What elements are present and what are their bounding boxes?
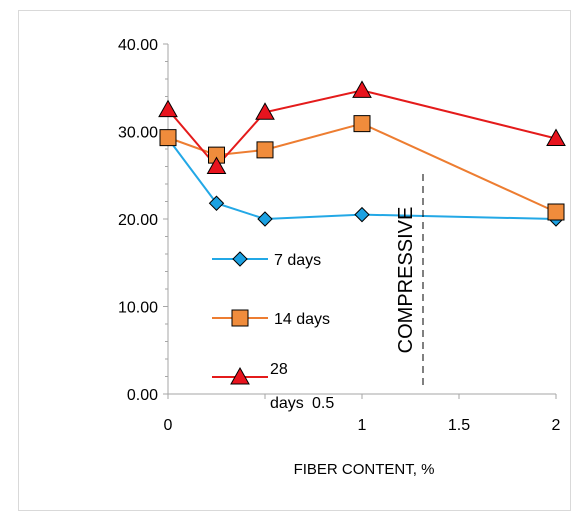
data-point-square bbox=[547, 203, 565, 221]
legend-label: 28 bbox=[270, 361, 288, 378]
data-point-triangle bbox=[206, 156, 227, 174]
chart-frame bbox=[18, 10, 571, 511]
legend-label: days bbox=[270, 395, 304, 412]
data-point-triangle bbox=[352, 80, 372, 98]
data-point-triangle bbox=[546, 128, 566, 146]
x-tick-label: 1.5 bbox=[448, 417, 470, 434]
y-axis-label: COMPRESSIVE bbox=[395, 207, 417, 354]
axes: 0.00 10.00 20.00 30.00 40.00 0 1 1.5 2 bbox=[118, 37, 561, 434]
legend-marker-diamond bbox=[232, 251, 248, 267]
x-tick-label: 2 bbox=[552, 417, 561, 434]
legend-label: 7 days bbox=[274, 252, 321, 269]
data-point-square bbox=[256, 141, 274, 159]
series-markers bbox=[158, 80, 566, 227]
data-point-square bbox=[159, 129, 177, 147]
data-point-diamond bbox=[257, 211, 273, 227]
y-tick-label: 10.00 bbox=[118, 300, 158, 317]
legend-marker-triangle bbox=[230, 366, 250, 385]
y-tick-label: 40.00 bbox=[118, 37, 158, 54]
data-point-triangle bbox=[255, 102, 275, 120]
legend: 7 days 14 days 28 days 0.5 bbox=[212, 251, 334, 412]
x-tick-label: 0 bbox=[164, 417, 173, 434]
y-tick-label: 30.00 bbox=[118, 125, 158, 142]
data-point-diamond bbox=[208, 195, 225, 211]
x-tick-label: 0.5 bbox=[312, 395, 334, 412]
data-point-square bbox=[353, 115, 371, 133]
x-tick-label: 1 bbox=[358, 417, 367, 434]
data-point-triangle bbox=[158, 99, 178, 118]
legend-label: 14 days bbox=[274, 311, 330, 328]
y-tick-label: 20.00 bbox=[118, 212, 158, 229]
x-axis-title: FIBER CONTENT, % bbox=[294, 461, 435, 478]
legend-marker-square bbox=[231, 309, 249, 327]
y-tick-label: 0.00 bbox=[127, 387, 158, 404]
data-point-diamond bbox=[354, 206, 370, 223]
